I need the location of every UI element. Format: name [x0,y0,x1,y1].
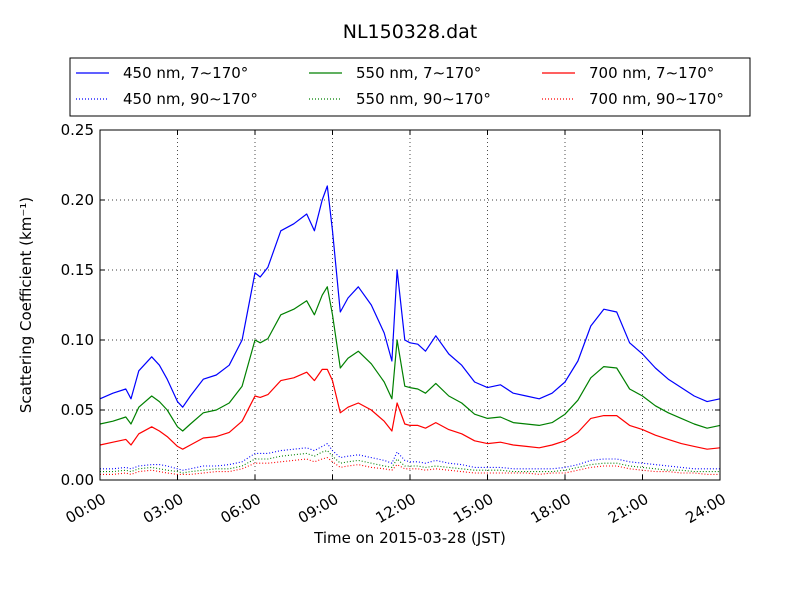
x-tick-label: 18:00 [528,490,574,527]
x-tick-label: 24:00 [683,490,729,527]
y-tick-label: 0.10 [61,331,94,349]
x-tick-label: 15:00 [450,490,496,527]
legend-entry-label: 450 nm, 7∼170° [123,64,248,82]
grid [100,130,720,480]
x-tick-label: 03:00 [140,490,186,527]
legend-box [69,57,751,117]
y-tick-label: 0.25 [61,121,94,139]
series-lines [99,185,721,475]
chart-title: NL150328.dat [343,21,478,43]
y-tick-label: 0.05 [61,401,94,419]
legend-entry-label: 550 nm, 90∼170° [356,90,491,108]
legend-entry-label: 450 nm, 90∼170° [123,90,258,108]
x-tick-label: 06:00 [218,490,264,527]
y-tick-label: 0.15 [61,261,94,279]
y-axis-label: Scattering Coefficient (km⁻¹) [17,197,35,413]
legend-entry-label: 700 nm, 90∼170° [589,90,724,108]
series-line-1 [99,286,721,432]
y-tick-label: 0.20 [61,191,94,209]
legend: 450 nm, 7∼170° 550 nm, 7∼170° 700 nm, 7∼17… [69,57,751,117]
x-tick-label: 21:00 [605,490,651,527]
series-line-2 [99,368,721,450]
y-ticks: 0.00 0.05 0.10 0.15 0.20 0.25 [61,121,720,489]
x-tick-label: 12:00 [373,490,419,527]
x-tick-label: 09:00 [295,490,341,527]
x-axis-label: Time on 2015-03-28 (JST) [313,529,506,547]
legend-entry-label: 550 nm, 7∼170° [356,64,481,82]
y-tick-label: 0.00 [61,471,94,489]
x-tick-label: 00:00 [63,490,109,527]
x-ticks: 00:00 03:00 06:00 09:00 12:00 15:00 18:00 21:00… [63,130,729,527]
legend-entry-label: 700 nm, 7∼170° [589,64,714,82]
series-line-0 [99,185,721,408]
